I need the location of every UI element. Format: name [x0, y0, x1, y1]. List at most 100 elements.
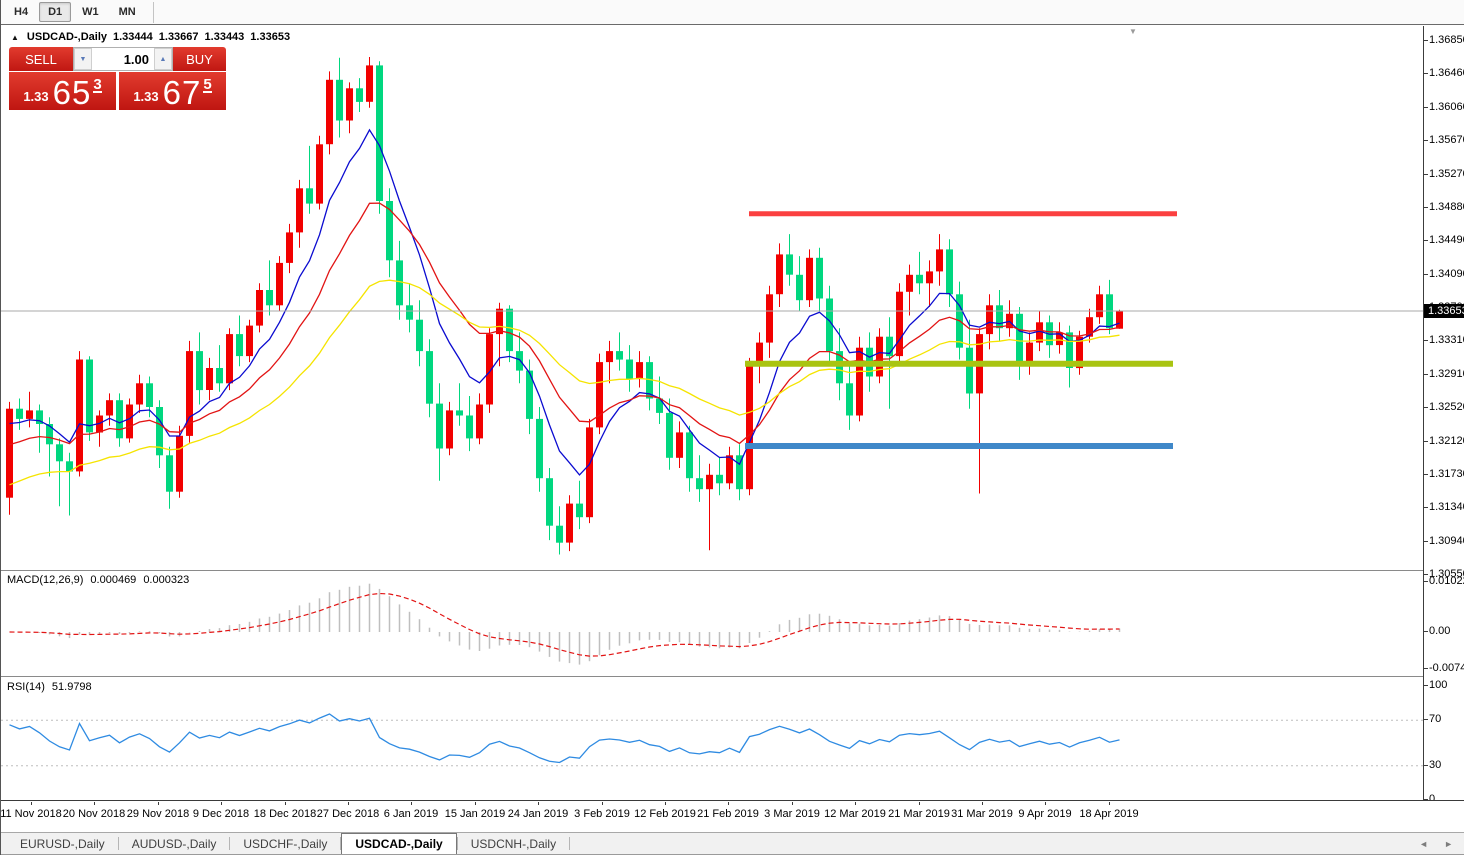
rsi-value: 51.9798 — [51, 681, 92, 693]
macd-axis-label: 0.010229 — [1424, 575, 1464, 588]
rsi-name: RSI(14) — [7, 681, 45, 693]
macd-axis-label: -0.007477 — [1424, 662, 1464, 675]
chart-shift-icon[interactable]: ▼ — [1129, 27, 1137, 36]
timeframe-button-mn[interactable]: MN — [118, 6, 136, 18]
price-axis-label: 1.33310 — [1424, 334, 1464, 347]
buy-price-display[interactable]: 1.33 67 5 — [119, 72, 226, 110]
macd-name: MACD(12,26,9) — [7, 574, 84, 586]
macd-label: MACD(12,26,9) 0.000469 0.000323 — [7, 574, 189, 586]
price-axis-label: 1.34490 — [1424, 234, 1464, 247]
date-axis-label: 18 Apr 2019 — [1079, 808, 1139, 820]
price-axis-label: 1.32120 — [1424, 435, 1464, 448]
chart-tab-eurusd[interactable]: EURUSD-,Daily — [20, 836, 105, 851]
date-axis[interactable]: 11 Nov 2018 20 Nov 2018 29 Nov 2018 9 Dec 2… — [0, 802, 1423, 826]
price-axis-label: 1.35670 — [1424, 134, 1464, 147]
price-axis-label: 1.32520 — [1424, 401, 1464, 414]
rsi-axis-label: 70 — [1423, 713, 1442, 725]
date-axis-label: 24 Jan 2019 — [507, 808, 569, 820]
date-axis-label: 9 Apr 2019 — [1018, 808, 1072, 820]
date-tick — [31, 802, 32, 805]
date-axis-label: 9 Dec 2018 — [192, 808, 250, 820]
date-tick — [538, 802, 539, 805]
date-tick — [982, 802, 983, 805]
date-tick — [411, 802, 412, 805]
timeframe-button-w1[interactable]: W1 — [82, 6, 99, 18]
price-axis-label: 1.31730 — [1424, 468, 1464, 481]
chart-title: ▲ USDCAD-,Daily 1.33444 1.33667 1.33443 … — [11, 31, 290, 43]
ohlc-low: 1.33443 — [204, 31, 245, 43]
date-axis-label: 12 Feb 2019 — [634, 808, 696, 820]
rsi-indicator-chart[interactable] — [1, 678, 1423, 800]
date-axis-label: 21 Feb 2019 — [697, 808, 759, 820]
current-price-tag: 1.33653 — [1424, 304, 1464, 318]
tab-separator — [229, 837, 231, 850]
toolbar-divider — [152, 1, 154, 23]
timeframe-button-d1[interactable]: D1 — [39, 2, 72, 22]
tab-separator — [456, 837, 458, 850]
sell-price-small: 1.33 — [23, 89, 49, 104]
volume-increment-icon[interactable]: ▲ — [154, 48, 172, 70]
macd-value-main: 0.000469 — [90, 574, 137, 586]
volume-decrement-icon[interactable]: ▼ — [74, 48, 92, 70]
candlestick-chart[interactable] — [1, 26, 1423, 572]
price-axis-label: 1.34880 — [1424, 201, 1464, 214]
date-tick — [919, 802, 920, 805]
one-click-trade-panel: SELL ▼ ▲ BUY 1.33 65 3 1.33 67 5 — [9, 47, 226, 110]
macd-axis[interactable]: 0.010229 0.00 -0.007477 — [1423, 572, 1464, 676]
rsi-pane-splitter[interactable] — [1, 676, 1423, 678]
date-tick — [1045, 802, 1046, 805]
tab-separator — [569, 837, 571, 850]
date-axis-label: 15 Jan 2019 — [444, 808, 506, 820]
date-tick — [665, 802, 666, 805]
date-tick — [348, 802, 349, 805]
date-tick — [602, 802, 603, 805]
price-axis-label: 1.30940 — [1424, 535, 1464, 548]
tab-separator — [117, 837, 119, 850]
tab-scroll-left-icon[interactable]: ◄ — [1419, 838, 1429, 849]
price-axis-label: 1.30550 — [1424, 568, 1464, 581]
macd-axis-label: 0.00 — [1423, 625, 1451, 637]
sell-button[interactable]: SELL — [9, 47, 73, 71]
chart-tab-bar: EURUSD-,Daily AUDUSD-,Daily USDCHF-,Daily U… — [1, 832, 1464, 855]
rsi-axis-label: 0 — [1423, 793, 1436, 805]
date-tick — [94, 802, 95, 805]
date-axis-label: 11 Nov 2018 — [0, 808, 62, 820]
date-tick — [221, 802, 222, 805]
price-axis[interactable]: 1.36850 1.36460 1.36060 1.35670 1.35270 1.348… — [1424, 26, 1464, 580]
price-axis-label: 1.36460 — [1424, 67, 1464, 80]
volume-input[interactable] — [92, 48, 154, 70]
buy-price-big: 67 — [162, 74, 202, 111]
timeframe-button-h4[interactable]: H4 — [14, 6, 29, 18]
tab-scroll-nav: ◄ ► — [1419, 833, 1464, 854]
ohlc-high: 1.33667 — [158, 31, 199, 43]
chart-tab-audusd[interactable]: AUDUSD-,Daily — [131, 836, 217, 851]
price-axis-border — [1423, 26, 1424, 802]
chart-tab-usdcnh[interactable]: USDCNH-,Daily — [470, 836, 557, 851]
date-axis-label: 21 Mar 2019 — [888, 808, 950, 820]
date-axis-label: 20 Nov 2018 — [62, 808, 126, 820]
date-axis-label: 3 Mar 2019 — [764, 808, 820, 820]
date-tick — [1109, 802, 1110, 805]
buy-price-pipette: 5 — [203, 76, 212, 93]
rsi-axis[interactable]: 100 70 30 0 — [1423, 678, 1464, 805]
chart-tab-usdchf[interactable]: USDCHF-,Daily — [243, 836, 328, 851]
date-axis-label: 18 Dec 2018 — [253, 808, 317, 820]
buy-button[interactable]: BUY — [173, 47, 226, 71]
chart-tab-usdcad[interactable]: USDCAD-,Daily — [341, 833, 457, 854]
buy-price-small: 1.33 — [133, 89, 159, 104]
rsi-axis-label: 100 — [1423, 679, 1448, 691]
tab-separator — [340, 837, 342, 850]
date-tick — [728, 802, 729, 805]
chart-symbol-label: USDCAD-,Daily — [26, 31, 107, 43]
ohlc-close: 1.33653 — [250, 31, 291, 43]
volume-spinner: ▼ ▲ — [73, 47, 173, 71]
sell-price-big: 65 — [52, 74, 92, 111]
tab-scroll-right-icon[interactable]: ► — [1444, 838, 1453, 849]
sell-price-display[interactable]: 1.33 65 3 — [9, 72, 116, 110]
macd-indicator-chart[interactable] — [1, 572, 1423, 676]
macd-pane-splitter[interactable] — [1, 570, 1423, 572]
date-axis-label: 3 Feb 2019 — [574, 808, 630, 820]
rsi-label: RSI(14) 51.9798 — [7, 681, 92, 693]
date-axis-label: 29 Nov 2018 — [126, 808, 190, 820]
price-chart-pane[interactable] — [1, 26, 1423, 572]
